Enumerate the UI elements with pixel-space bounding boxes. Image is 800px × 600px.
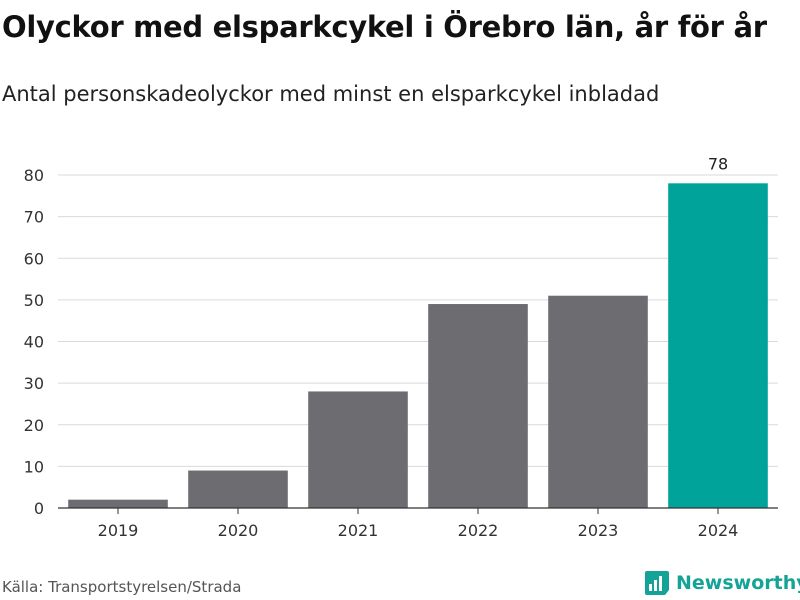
y-tick-label: 40 bbox=[24, 333, 44, 352]
x-tick-label: 2020 bbox=[218, 521, 259, 540]
y-tick-label: 60 bbox=[24, 249, 44, 268]
x-tick-label: 2024 bbox=[698, 521, 739, 540]
newsworthy-logo-icon bbox=[645, 571, 669, 595]
bar-2020 bbox=[188, 470, 288, 508]
chart-title: Olyckor med elsparkcykel i Örebro län, å… bbox=[2, 10, 767, 44]
y-tick-label: 50 bbox=[24, 291, 44, 310]
y-tick-label: 80 bbox=[24, 166, 44, 185]
x-tick-label: 2023 bbox=[578, 521, 619, 540]
x-tick-label: 2019 bbox=[98, 521, 139, 540]
y-tick-label: 0 bbox=[34, 499, 44, 518]
bar-2023 bbox=[548, 295, 648, 508]
bar-chart: 0 10 20 30 40 50 60 70 80 2019 2020 2021 2022 2023 202… bbox=[24, 154, 778, 540]
y-tick-label: 70 bbox=[24, 208, 44, 227]
x-tick-label: 2022 bbox=[458, 521, 499, 540]
y-tick-label: 10 bbox=[24, 457, 44, 476]
source-note: Källa: Transportstyrelsen/Strada bbox=[2, 578, 242, 596]
bar-2019 bbox=[68, 499, 168, 508]
chart-subtitle: Antal personskadeolyckor med minst en el… bbox=[2, 82, 660, 106]
x-tick-label: 2021 bbox=[338, 521, 379, 540]
brand-logo[interactable]: Newsworthy bbox=[644, 570, 800, 596]
bar-2021 bbox=[308, 391, 408, 508]
bar-2022 bbox=[428, 304, 528, 508]
brand-name: Newsworthy bbox=[676, 572, 800, 594]
y-tick-label: 30 bbox=[24, 374, 44, 393]
data-label-2024: 78 bbox=[708, 154, 728, 173]
bar-2024 bbox=[668, 183, 768, 508]
y-tick-label: 20 bbox=[24, 416, 44, 435]
